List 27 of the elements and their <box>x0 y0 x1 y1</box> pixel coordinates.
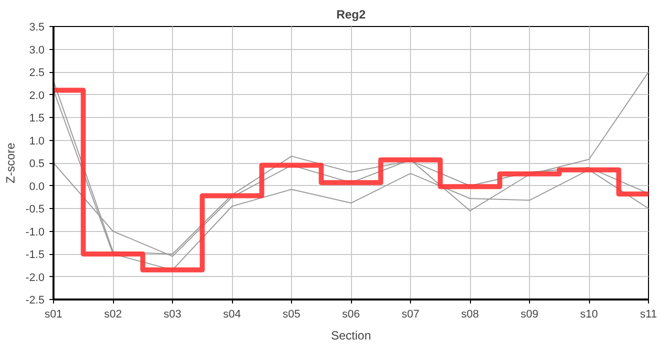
x-tick-label: s01 <box>44 308 62 320</box>
x-tick-label: s02 <box>104 308 122 320</box>
x-tick-label: s11 <box>640 308 657 320</box>
y-tick-label: -2.5 <box>26 294 45 306</box>
y-tick-label: -2.0 <box>26 272 45 284</box>
y-tick-label: 3.5 <box>29 22 45 34</box>
x-tick-label: s05 <box>282 308 300 320</box>
y-tick-label: -1.0 <box>26 226 45 238</box>
y-axis-title: Z-score <box>4 142 18 184</box>
x-tick-label: s10 <box>580 308 598 320</box>
y-tick-label: 2.5 <box>29 67 45 79</box>
y-tick-label: -1.5 <box>26 249 45 261</box>
y-tick-label: 1.5 <box>29 112 45 124</box>
y-tick-label: 3.0 <box>29 44 45 56</box>
x-tick-label: s03 <box>164 308 182 320</box>
y-tick-label: -0.5 <box>26 204 45 216</box>
x-tick-label: s06 <box>342 308 360 320</box>
x-tick-label: s07 <box>402 308 420 320</box>
y-tick-label: 1.0 <box>29 135 45 148</box>
x-tick-label: s04 <box>223 308 241 320</box>
y-tick-label: 2.0 <box>29 90 45 102</box>
chart-title: Reg2 <box>336 8 366 22</box>
x-tick-label: s08 <box>461 308 479 320</box>
x-tick-label: s09 <box>520 308 538 320</box>
x-axis-title: Section <box>330 328 372 342</box>
y-tick-label: 0.0 <box>29 180 45 193</box>
y-tick-label: 0.5 <box>29 158 45 170</box>
